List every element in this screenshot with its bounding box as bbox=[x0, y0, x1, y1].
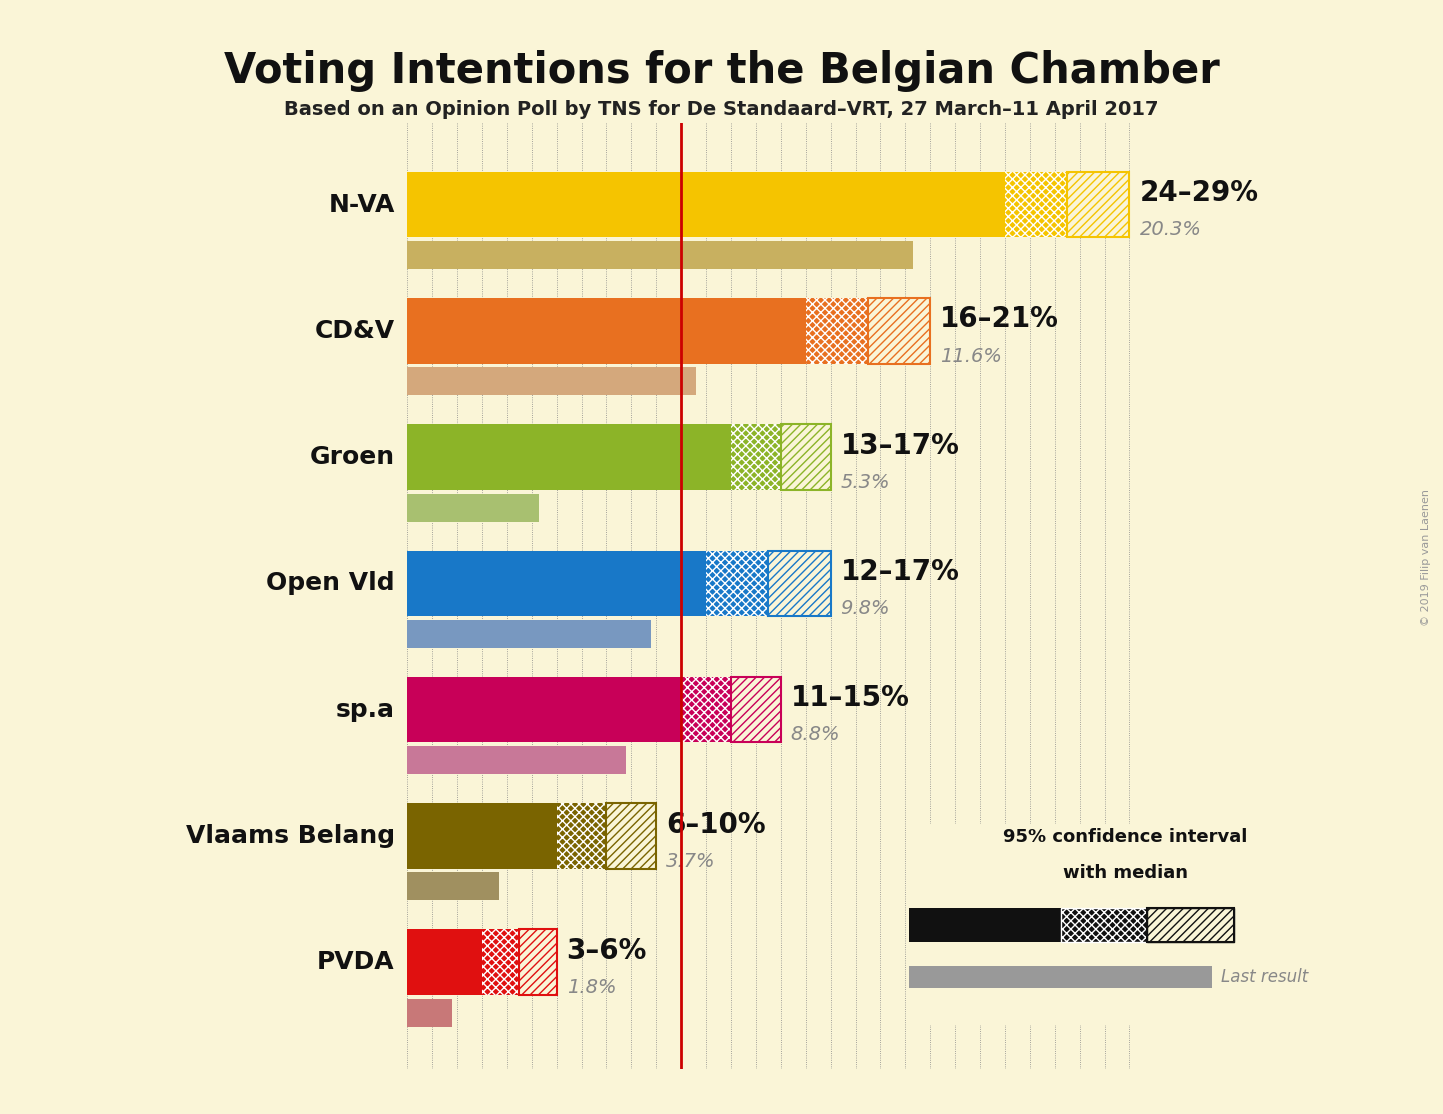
Bar bbox=[606, 803, 657, 869]
Bar bbox=[407, 550, 706, 616]
Text: 9.8%: 9.8% bbox=[841, 599, 890, 618]
Text: 3–6%: 3–6% bbox=[567, 937, 646, 965]
Text: N-VA: N-VA bbox=[329, 193, 395, 216]
Bar bbox=[706, 550, 768, 616]
Text: Last result: Last result bbox=[1221, 968, 1307, 986]
Bar bbox=[768, 550, 831, 616]
Text: sp.a: sp.a bbox=[336, 697, 395, 722]
Bar bbox=[768, 550, 831, 616]
Text: CD&V: CD&V bbox=[315, 319, 395, 343]
Bar bbox=[407, 172, 1004, 237]
Bar bbox=[681, 677, 732, 742]
Bar bbox=[407, 368, 696, 395]
Bar bbox=[407, 746, 626, 774]
Text: Based on an Opinion Poll by TNS for De Standaard–VRT, 27 March–11 April 2017: Based on an Opinion Poll by TNS for De S… bbox=[284, 100, 1159, 119]
Bar bbox=[407, 872, 499, 900]
Bar bbox=[869, 299, 931, 363]
Text: 8.8%: 8.8% bbox=[791, 725, 840, 744]
Bar bbox=[781, 424, 831, 490]
Bar bbox=[407, 424, 732, 490]
Bar bbox=[805, 299, 869, 363]
Bar bbox=[732, 424, 781, 490]
Text: 13–17%: 13–17% bbox=[841, 432, 960, 460]
Bar bbox=[407, 803, 557, 869]
Bar bbox=[407, 677, 681, 742]
Text: 3.7%: 3.7% bbox=[667, 851, 716, 871]
Bar bbox=[909, 908, 1061, 941]
Bar bbox=[482, 929, 519, 995]
Bar bbox=[606, 803, 657, 869]
Text: 20.3%: 20.3% bbox=[1140, 221, 1202, 240]
Bar bbox=[407, 999, 452, 1026]
Bar bbox=[909, 966, 1212, 988]
Bar bbox=[519, 929, 557, 995]
Text: © 2019 Filip van Laenen: © 2019 Filip van Laenen bbox=[1421, 489, 1430, 625]
Bar bbox=[407, 929, 482, 995]
Text: 1.8%: 1.8% bbox=[567, 978, 616, 997]
Text: 11.6%: 11.6% bbox=[941, 346, 1001, 365]
Bar bbox=[869, 299, 931, 363]
Bar bbox=[1004, 172, 1068, 237]
Text: 6–10%: 6–10% bbox=[667, 811, 766, 839]
Bar bbox=[557, 803, 606, 869]
Bar bbox=[732, 677, 781, 742]
Bar bbox=[781, 424, 831, 490]
Bar bbox=[519, 929, 557, 995]
Bar bbox=[1068, 172, 1130, 237]
Text: PVDA: PVDA bbox=[317, 950, 395, 974]
Text: 95% confidence interval: 95% confidence interval bbox=[1003, 829, 1248, 847]
Text: 24–29%: 24–29% bbox=[1140, 179, 1258, 207]
Bar bbox=[1068, 172, 1130, 237]
Bar bbox=[1147, 908, 1234, 941]
Bar bbox=[407, 494, 540, 521]
Bar bbox=[407, 299, 805, 363]
Bar bbox=[407, 620, 651, 647]
Text: 11–15%: 11–15% bbox=[791, 684, 909, 712]
Bar bbox=[407, 242, 913, 268]
Bar bbox=[1147, 908, 1234, 941]
Text: 12–17%: 12–17% bbox=[841, 558, 960, 586]
Text: 5.3%: 5.3% bbox=[841, 472, 890, 492]
Bar bbox=[732, 677, 781, 742]
Text: with median: with median bbox=[1063, 864, 1188, 882]
Text: Groen: Groen bbox=[310, 446, 395, 469]
Text: Vlaams Belang: Vlaams Belang bbox=[186, 824, 395, 848]
Text: Voting Intentions for the Belgian Chamber: Voting Intentions for the Belgian Chambe… bbox=[224, 50, 1219, 92]
Bar bbox=[1061, 908, 1147, 941]
Text: 16–21%: 16–21% bbox=[941, 305, 1059, 333]
Text: Open Vld: Open Vld bbox=[266, 571, 395, 595]
